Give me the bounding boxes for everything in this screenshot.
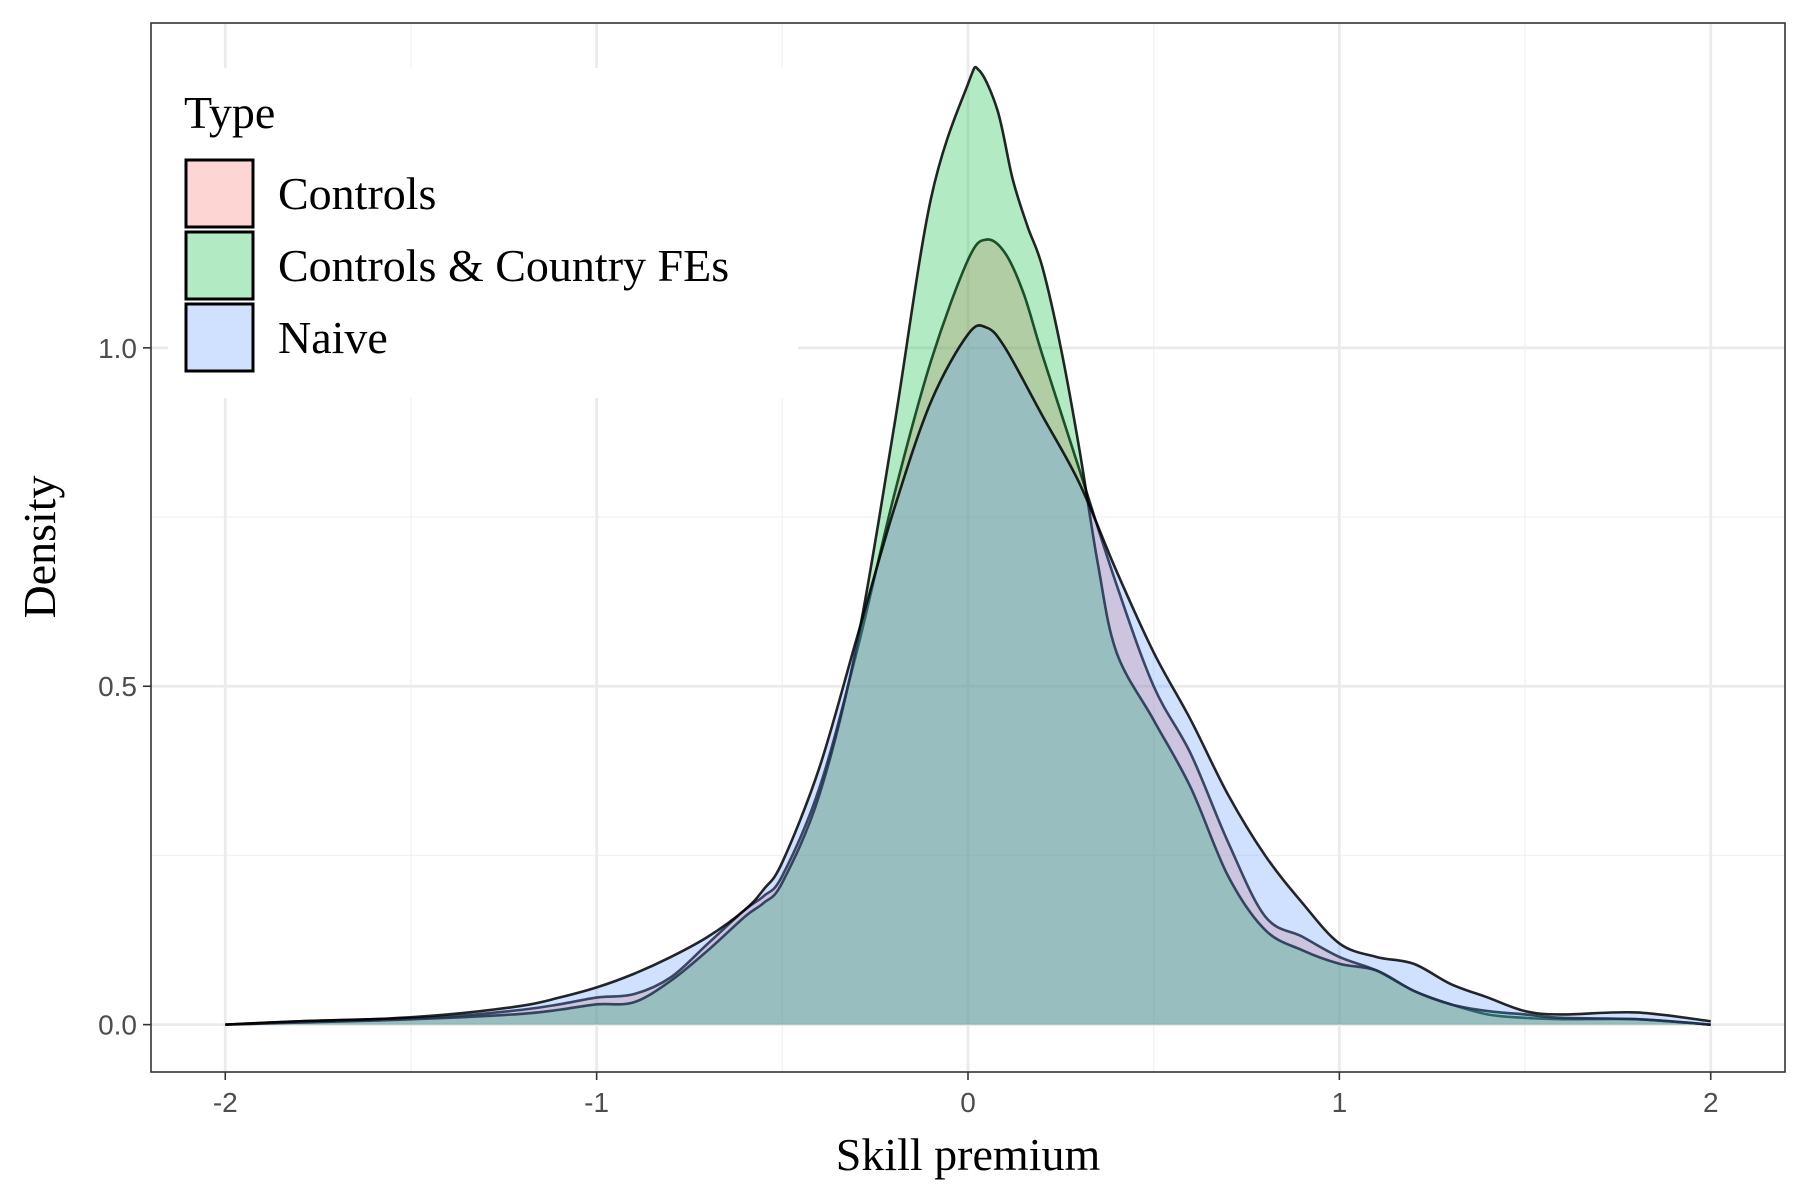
legend-title: Type [184, 87, 275, 138]
legend-key-background [186, 232, 253, 299]
density-line-controls-country-fes [225, 65, 1711, 1026]
x-tick-label: -2 [213, 1087, 238, 1118]
legend-key-background [186, 160, 253, 227]
x-tick-label: -1 [584, 1087, 609, 1118]
x-tick-label: 0 [960, 1087, 976, 1118]
x-axis-title: Skill premium [836, 1129, 1101, 1180]
y-tick-label: 1.0 [98, 333, 137, 364]
legend: Type Controls Controls & Country FEs Naive [168, 68, 798, 398]
legend-background [168, 68, 798, 398]
density-area-controls [225, 239, 1711, 1025]
legend-key-background [186, 304, 253, 371]
legend-key [184, 230, 255, 301]
x-tick-label: 1 [1332, 1087, 1348, 1118]
y-tick-label: 0.0 [98, 1010, 137, 1041]
density-area-naive [225, 325, 1711, 1025]
legend-items: Controls Controls & Country FEs Naive [184, 158, 729, 373]
density-area-controls-country-fes [225, 67, 1711, 1025]
y-axis: 0.0 0.5 1.0 [98, 333, 151, 1041]
x-tick-label: 2 [1703, 1087, 1719, 1118]
legend-label: Naive [278, 312, 388, 363]
legend-key [184, 158, 255, 229]
density-line-naive [225, 324, 1711, 1026]
y-axis-title: Density [14, 475, 65, 618]
legend-key [184, 302, 255, 373]
y-tick-label: 0.5 [98, 671, 137, 702]
x-axis: -2 -1 0 1 2 [213, 1072, 1719, 1118]
legend-label: Controls [278, 168, 436, 219]
density-areas [225, 65, 1711, 1026]
legend-label: Controls & Country FEs [278, 240, 729, 291]
